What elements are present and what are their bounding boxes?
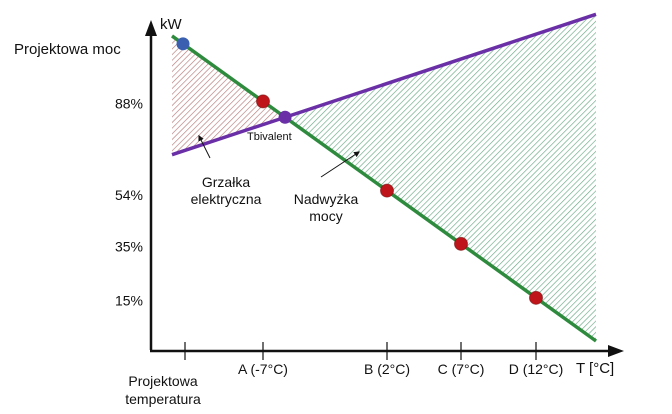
point-B-marker: [380, 183, 394, 198]
surplus-label-line2: mocy: [309, 208, 342, 224]
power-surplus-area: [285, 14, 596, 342]
y-axis-arrow-icon: [145, 20, 157, 36]
x-tick-label-D: D (12°C): [509, 361, 564, 377]
x-axis-title: T [°C]: [576, 360, 614, 377]
x-tick-label-B: B (2°C): [364, 361, 410, 377]
bivalent-label: Tbivalent: [247, 131, 292, 143]
x-tick-label-C: C (7°C): [438, 361, 485, 377]
x-design-label-line2: temperatura: [125, 391, 201, 407]
y-axis-title: kW: [160, 16, 183, 33]
point-D-marker: [529, 290, 543, 305]
x-design-label-line1: Projektowa: [128, 373, 197, 389]
bivalent-point-marker: [278, 110, 292, 124]
electric-heater-arrow-icon: [198, 134, 211, 159]
y-label-54: 54%: [115, 187, 143, 203]
y-label-15: 15%: [115, 293, 143, 309]
y-label-design-power: Projektowa moc: [14, 41, 121, 58]
electric-heater-label-line2: elektryczna: [191, 191, 262, 207]
surplus-arrow-icon: [320, 151, 361, 178]
x-tick-label-A: A (-7°C): [238, 361, 288, 377]
surplus-label-line1: Nadwyżka: [294, 191, 359, 207]
x-axis-arrow-icon: [608, 345, 624, 357]
point-A-marker: [256, 94, 270, 109]
y-label-35: 35%: [115, 239, 143, 255]
y-label-88: 88%: [115, 95, 143, 111]
electric-heater-label-line1: Grzałka: [202, 174, 250, 190]
heat-pump-capacity-line: [171, 12, 597, 157]
point-C-marker: [454, 236, 468, 251]
design-point-marker: [176, 37, 190, 51]
